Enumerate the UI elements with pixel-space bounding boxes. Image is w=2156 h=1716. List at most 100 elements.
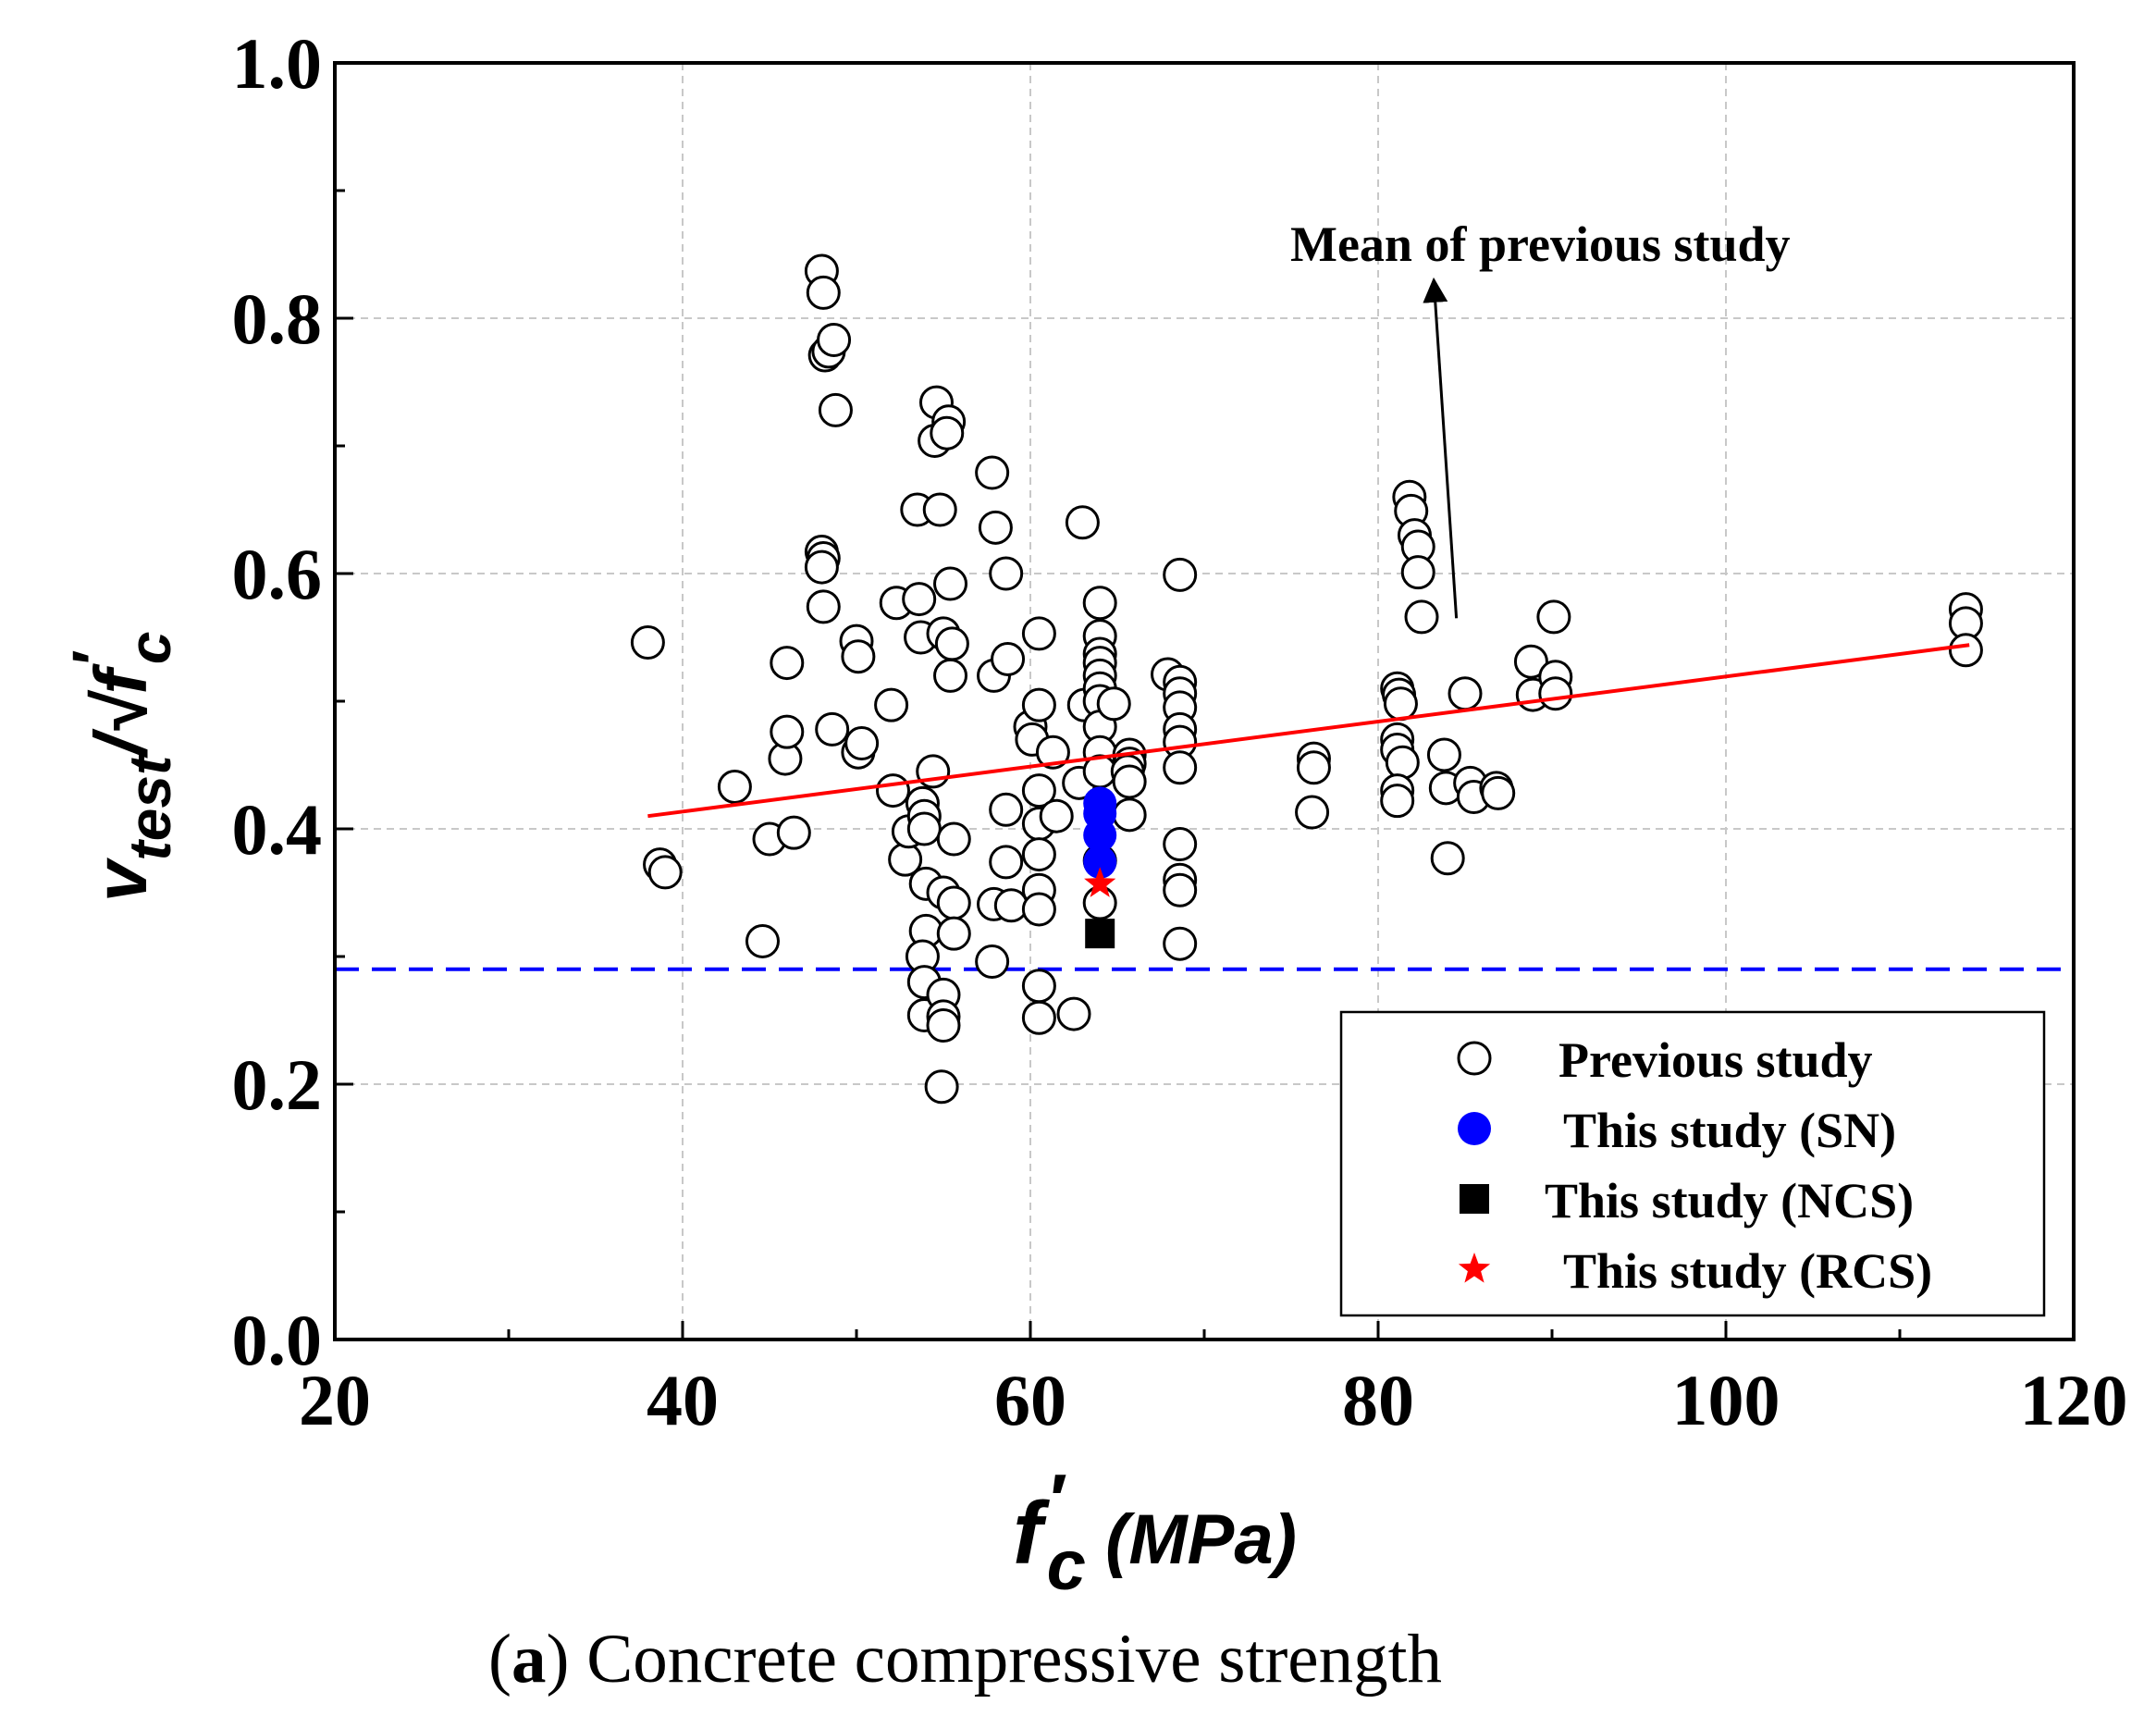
previous-study-point (933, 658, 968, 693)
previous-study-point (776, 815, 811, 850)
tick-labels: 20 40 60 80 100 120 0.0 0.2 0.4 0.6 0.8 1.0 (232, 23, 2128, 1440)
x-axis-title: f′ c (MPa) (1013, 1459, 1297, 1605)
previous-study-point (1385, 745, 1420, 780)
previous-study-point (806, 275, 841, 310)
previous-study-point (1096, 686, 1131, 722)
x-tick-label: 120 (2020, 1360, 2128, 1440)
legend-marker-ncs (1460, 1184, 1489, 1214)
previous-study-point (934, 626, 969, 661)
previous-study-point (906, 811, 942, 846)
sn-point (1083, 818, 1117, 852)
trend-line (647, 643, 1970, 819)
previous-study-point (978, 510, 1013, 545)
previous-study-point (1430, 841, 1465, 876)
previous-study-point (1039, 798, 1074, 833)
y-tick-label: 0.4 (232, 789, 323, 870)
previous-study-point (841, 639, 876, 674)
previous-study-point (930, 415, 965, 451)
y-title-fsub: c (117, 631, 183, 664)
previous-study-point (1400, 555, 1435, 590)
x-title-prime: ′ (1046, 1459, 1066, 1540)
y-tick-label: 0.0 (232, 1300, 323, 1380)
legend: Previous study This study (SN) This stud… (1339, 1010, 2046, 1317)
x-tick-label: 40 (647, 1360, 719, 1440)
previous-study-point (1295, 795, 1330, 830)
x-title-unit: (MPa) (1086, 1500, 1297, 1579)
previous-study-point (630, 625, 665, 660)
previous-study-point (1163, 557, 1198, 592)
legend-markers (1457, 1041, 1492, 1283)
previous-study-point (1112, 764, 1147, 799)
previous-study-point (874, 687, 909, 722)
previous-study-point (922, 492, 957, 527)
previous-study-point (717, 769, 752, 804)
previous-study-point (936, 821, 971, 857)
legend-label-rcs: This study (RCS) (1563, 1243, 1932, 1299)
y-tick-label: 0.6 (232, 534, 323, 614)
previous-study-point (815, 711, 850, 747)
legend-label-ncs: This study (NCS) (1545, 1173, 1914, 1228)
previous-study-point (1163, 926, 1198, 961)
previous-study-point (817, 322, 852, 357)
previous-study-point (875, 773, 910, 809)
previous-study-point (1296, 750, 1331, 785)
previous-study-point (1948, 633, 1983, 668)
x-tick-label: 80 (1342, 1360, 1414, 1440)
y-title-slash: /√ (80, 689, 162, 758)
legend-label-sn: This study (SN) (1563, 1103, 1896, 1158)
previous-study-point (1513, 644, 1548, 679)
previous-study-point (991, 641, 1026, 676)
previous-study-point (1021, 892, 1056, 927)
previous-study-point (933, 566, 968, 601)
figure-caption: (a) Concrete compressive strength (488, 1621, 1442, 1697)
axis-ticks (333, 61, 2076, 1341)
x-tick-label: 20 (299, 1360, 371, 1440)
previous-study-point (844, 726, 880, 761)
previous-study-point (1112, 797, 1147, 833)
rcs-point (1084, 867, 1116, 897)
previous-study-point (1536, 599, 1571, 635)
previous-study-point (1082, 885, 1117, 920)
previous-study-point (1481, 775, 1516, 810)
y-tick-label: 1.0 (232, 23, 323, 104)
previous-study-point (770, 714, 805, 749)
ncs-point (1085, 919, 1115, 949)
y-axis-title: vtest/√f′c (59, 631, 183, 902)
previous-study-point (804, 549, 839, 585)
grid-lines (335, 63, 2074, 1339)
previous-study-point (1426, 737, 1461, 772)
x-tick-label: 100 (1672, 1360, 1780, 1440)
previous-study-point (989, 556, 1024, 591)
previous-study-point (1163, 827, 1198, 862)
y-title-prime: ′ (59, 650, 128, 668)
sn-point (1083, 845, 1117, 879)
previous-study-point (1163, 872, 1198, 907)
previous-study-point (818, 392, 853, 427)
legend-label-previous: Previous study (1558, 1032, 1873, 1088)
caption-label: a (511, 1621, 547, 1697)
previous-study-point (1065, 505, 1100, 540)
previous-study-point (1035, 735, 1070, 770)
data-points (630, 253, 1983, 1105)
previous-study-point (1021, 837, 1056, 872)
previous-study-point (745, 923, 780, 958)
previous-study-point (1383, 686, 1418, 722)
previous-study-point (1021, 687, 1056, 722)
previous-study-point (1404, 599, 1439, 635)
previous-study-point (770, 646, 805, 681)
previous-study-point (1021, 616, 1056, 651)
previous-study-point (1056, 996, 1091, 1031)
previous-study-point (647, 855, 683, 890)
y-tick-label: 0.8 (232, 278, 323, 359)
previous-study-point (989, 792, 1024, 827)
annotation: Mean of previous study (1290, 216, 1791, 619)
annotation-arrow (1423, 277, 1459, 619)
previous-study-point (1021, 969, 1056, 1004)
x-title-sub: c (1047, 1526, 1086, 1605)
previous-study-point (936, 916, 971, 951)
previous-study-point (1163, 750, 1198, 785)
previous-study-point (926, 1008, 961, 1043)
y-title-v: v (80, 857, 162, 902)
previous-study-point (993, 888, 1029, 923)
